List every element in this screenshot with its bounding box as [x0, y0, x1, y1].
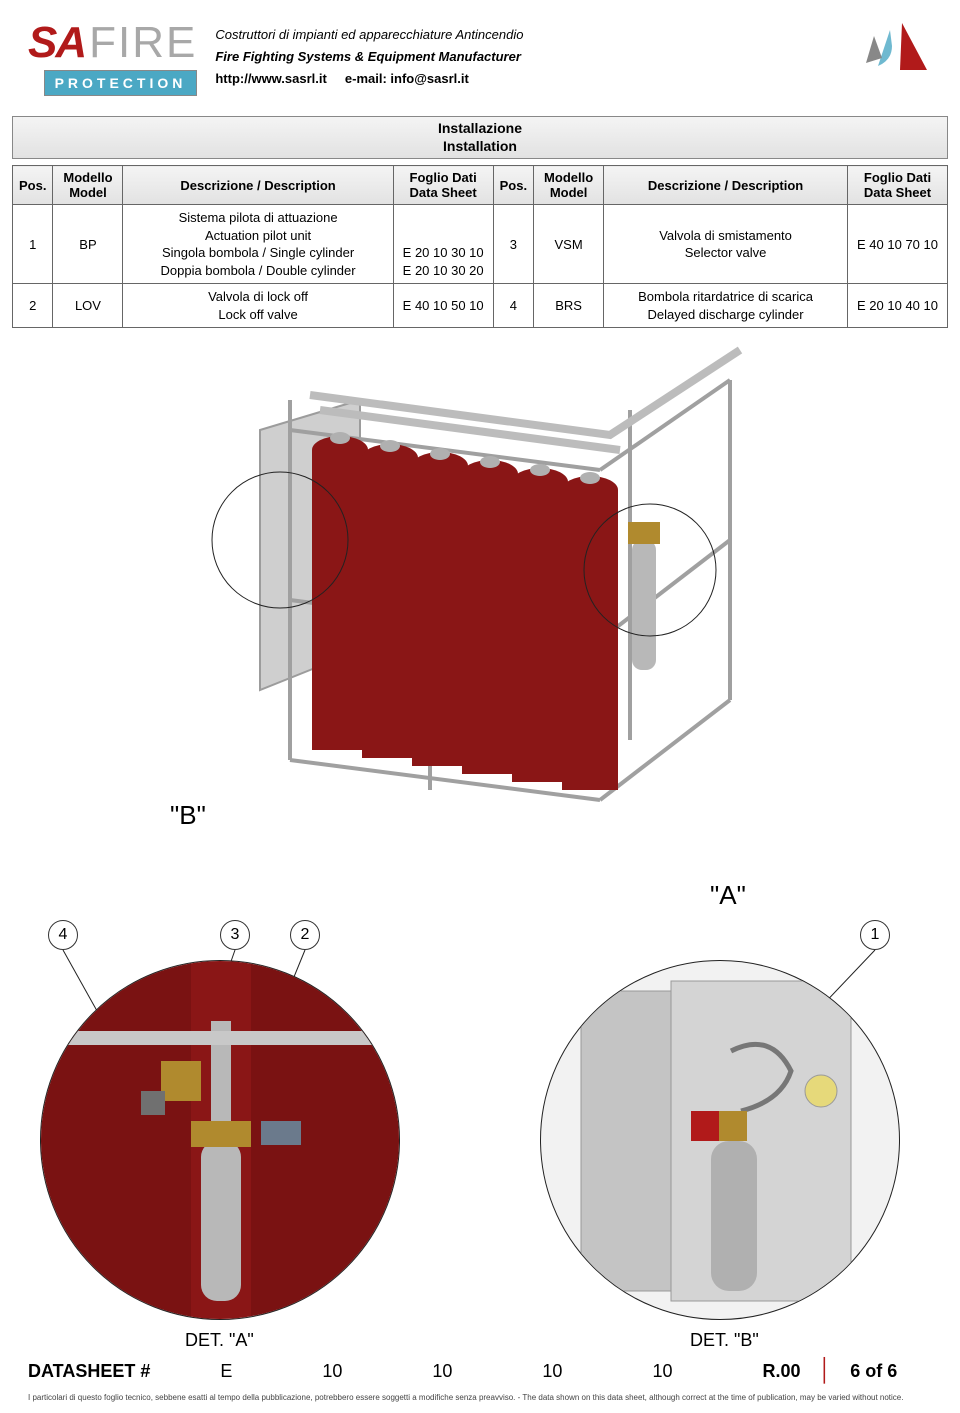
detail-a-svg — [41, 961, 400, 1320]
cell-model: BRS — [534, 284, 604, 328]
header-text: Costruttori di impianti ed apparecchiatu… — [215, 24, 523, 90]
footer-letter: E — [220, 1361, 232, 1382]
col-ds: Foglio DatiData Sheet — [393, 166, 493, 205]
table-row: 1 BP Sistema pilota di attuazione Actuat… — [13, 205, 948, 284]
diagram-area: "B" "A" 4 3 2 1 — [0, 330, 960, 1343]
col-model: ModelloModel — [53, 166, 123, 205]
section-title: Installazione Installation — [12, 116, 948, 159]
table-row: 2 LOV Valvola di lock offLock off valve … — [13, 284, 948, 328]
footer-label: DATASHEET # — [28, 1361, 150, 1382]
tagline-it: Costruttori di impianti ed apparecchiatu… — [215, 24, 523, 46]
col-desc: Descrizione / Description — [123, 166, 393, 205]
callout-3: 3 — [220, 920, 250, 950]
table-header-row: Pos. ModelloModel Descrizione / Descript… — [13, 166, 948, 205]
cell-pos: 3 — [493, 205, 533, 284]
logo-fire: FIRE — [89, 18, 197, 68]
col-model2: ModelloModel — [534, 166, 604, 205]
detail-row: 4 3 2 1 — [0, 920, 960, 1360]
footer-n2: 10 — [432, 1361, 452, 1382]
detail-b-circle — [540, 960, 900, 1320]
footer: DATASHEET # E 10 10 10 10 R.00 │ 6 of 6 — [28, 1357, 932, 1383]
logo-secondary — [852, 18, 932, 83]
footer-sep-icon: │ — [819, 1357, 833, 1383]
footer-page: 6 of 6 — [850, 1361, 897, 1382]
cell-pos: 4 — [493, 284, 533, 328]
email-text: e-mail: info@sasrl.it — [345, 71, 469, 86]
detail-b-svg — [541, 961, 900, 1320]
tagline-en: Fire Fighting Systems & Equipment Manufa… — [215, 46, 523, 68]
cell-pos: 2 — [13, 284, 53, 328]
url-text: http://www.sasrl.it — [215, 71, 326, 86]
section-title-en: Installation — [13, 138, 947, 156]
cell-desc: Valvola di smistamentoSelector valve — [604, 205, 848, 284]
col-desc2: Descrizione / Description — [604, 166, 848, 205]
cell-model: LOV — [53, 284, 123, 328]
parts-table: Pos. ModelloModel Descrizione / Descript… — [12, 165, 948, 328]
logo-sa: SA — [28, 18, 85, 68]
det-label-b: DET. "B" — [690, 1330, 759, 1351]
logo-protection: PROTECTION — [44, 70, 198, 96]
main-render — [170, 340, 790, 810]
cell-desc: Sistema pilota di attuazione Actuation p… — [123, 205, 393, 284]
callout-1: 1 — [860, 920, 890, 950]
footer-n3: 10 — [542, 1361, 562, 1382]
footer-n4: 10 — [652, 1361, 672, 1382]
label-b: "B" — [170, 800, 206, 831]
cell-model: VSM — [534, 205, 604, 284]
callout-2: 2 — [290, 920, 320, 950]
cell-ds: E 40 10 70 10 — [848, 205, 948, 284]
footer-rev: R.00 — [762, 1361, 800, 1382]
col-pos2: Pos. — [493, 166, 533, 205]
logo-block: SA FIRE PROTECTION — [28, 18, 197, 96]
callout-4: 4 — [48, 920, 78, 950]
col-pos: Pos. — [13, 166, 53, 205]
cell-ds: E 20 10 40 10 — [848, 284, 948, 328]
parts-table-wrap: Pos. ModelloModel Descrizione / Descript… — [12, 165, 948, 328]
section-title-it: Installazione — [13, 120, 947, 138]
footer-n1: 10 — [322, 1361, 342, 1382]
detail-a-circle — [40, 960, 400, 1320]
cell-desc: Valvola di lock offLock off valve — [123, 284, 393, 328]
cell-pos: 1 — [13, 205, 53, 284]
footnote: I particolari di questo foglio tecnico, … — [28, 1393, 932, 1403]
det-label-a: DET. "A" — [185, 1330, 254, 1351]
page-header: SA FIRE PROTECTION Costruttori di impian… — [0, 0, 960, 106]
flame-icon — [852, 18, 932, 78]
cell-desc: Bombola ritardatrice di scaricaDelayed d… — [604, 284, 848, 328]
cylinders — [312, 432, 618, 790]
cell-ds: E 20 10 30 10 E 20 10 30 20 — [393, 205, 493, 284]
col-ds2: Foglio DatiData Sheet — [848, 166, 948, 205]
label-a: "A" — [710, 880, 746, 911]
cell-model: BP — [53, 205, 123, 284]
cell-ds: E 40 10 50 10 — [393, 284, 493, 328]
